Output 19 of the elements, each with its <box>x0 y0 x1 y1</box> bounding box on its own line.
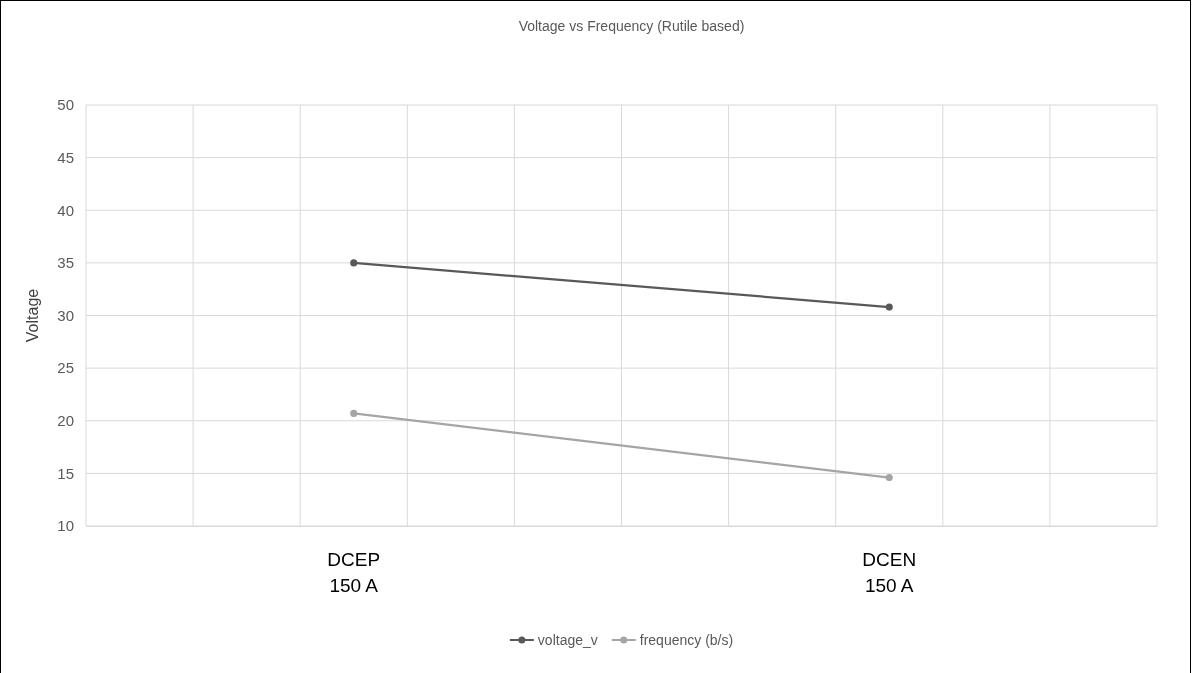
y-tick-label: 20 <box>57 412 74 430</box>
point <box>350 259 358 267</box>
x-tick-label: DCEP 150 A <box>327 549 381 596</box>
y-tick-label: 15 <box>57 464 74 482</box>
y-tick-label: 30 <box>57 306 74 324</box>
point <box>885 474 893 482</box>
y-tick-label: 40 <box>57 201 74 219</box>
y-tick-label: 10 <box>57 517 74 535</box>
y-tick-label: 50 <box>57 96 74 114</box>
x-tick-label: DCEN 150 A <box>862 549 917 596</box>
y-tick-label: 45 <box>57 148 74 166</box>
legend-label: frequency (b/s) <box>639 632 734 648</box>
y-tick-label: 25 <box>57 359 74 377</box>
point <box>350 409 358 417</box>
y-axis-title: Voltage <box>24 288 41 343</box>
y-tick-label: 35 <box>57 254 74 272</box>
point <box>885 303 893 311</box>
chart-title: Voltage vs Frequency (Rutile based) <box>518 18 745 34</box>
legend-label: voltage_v <box>537 632 598 648</box>
